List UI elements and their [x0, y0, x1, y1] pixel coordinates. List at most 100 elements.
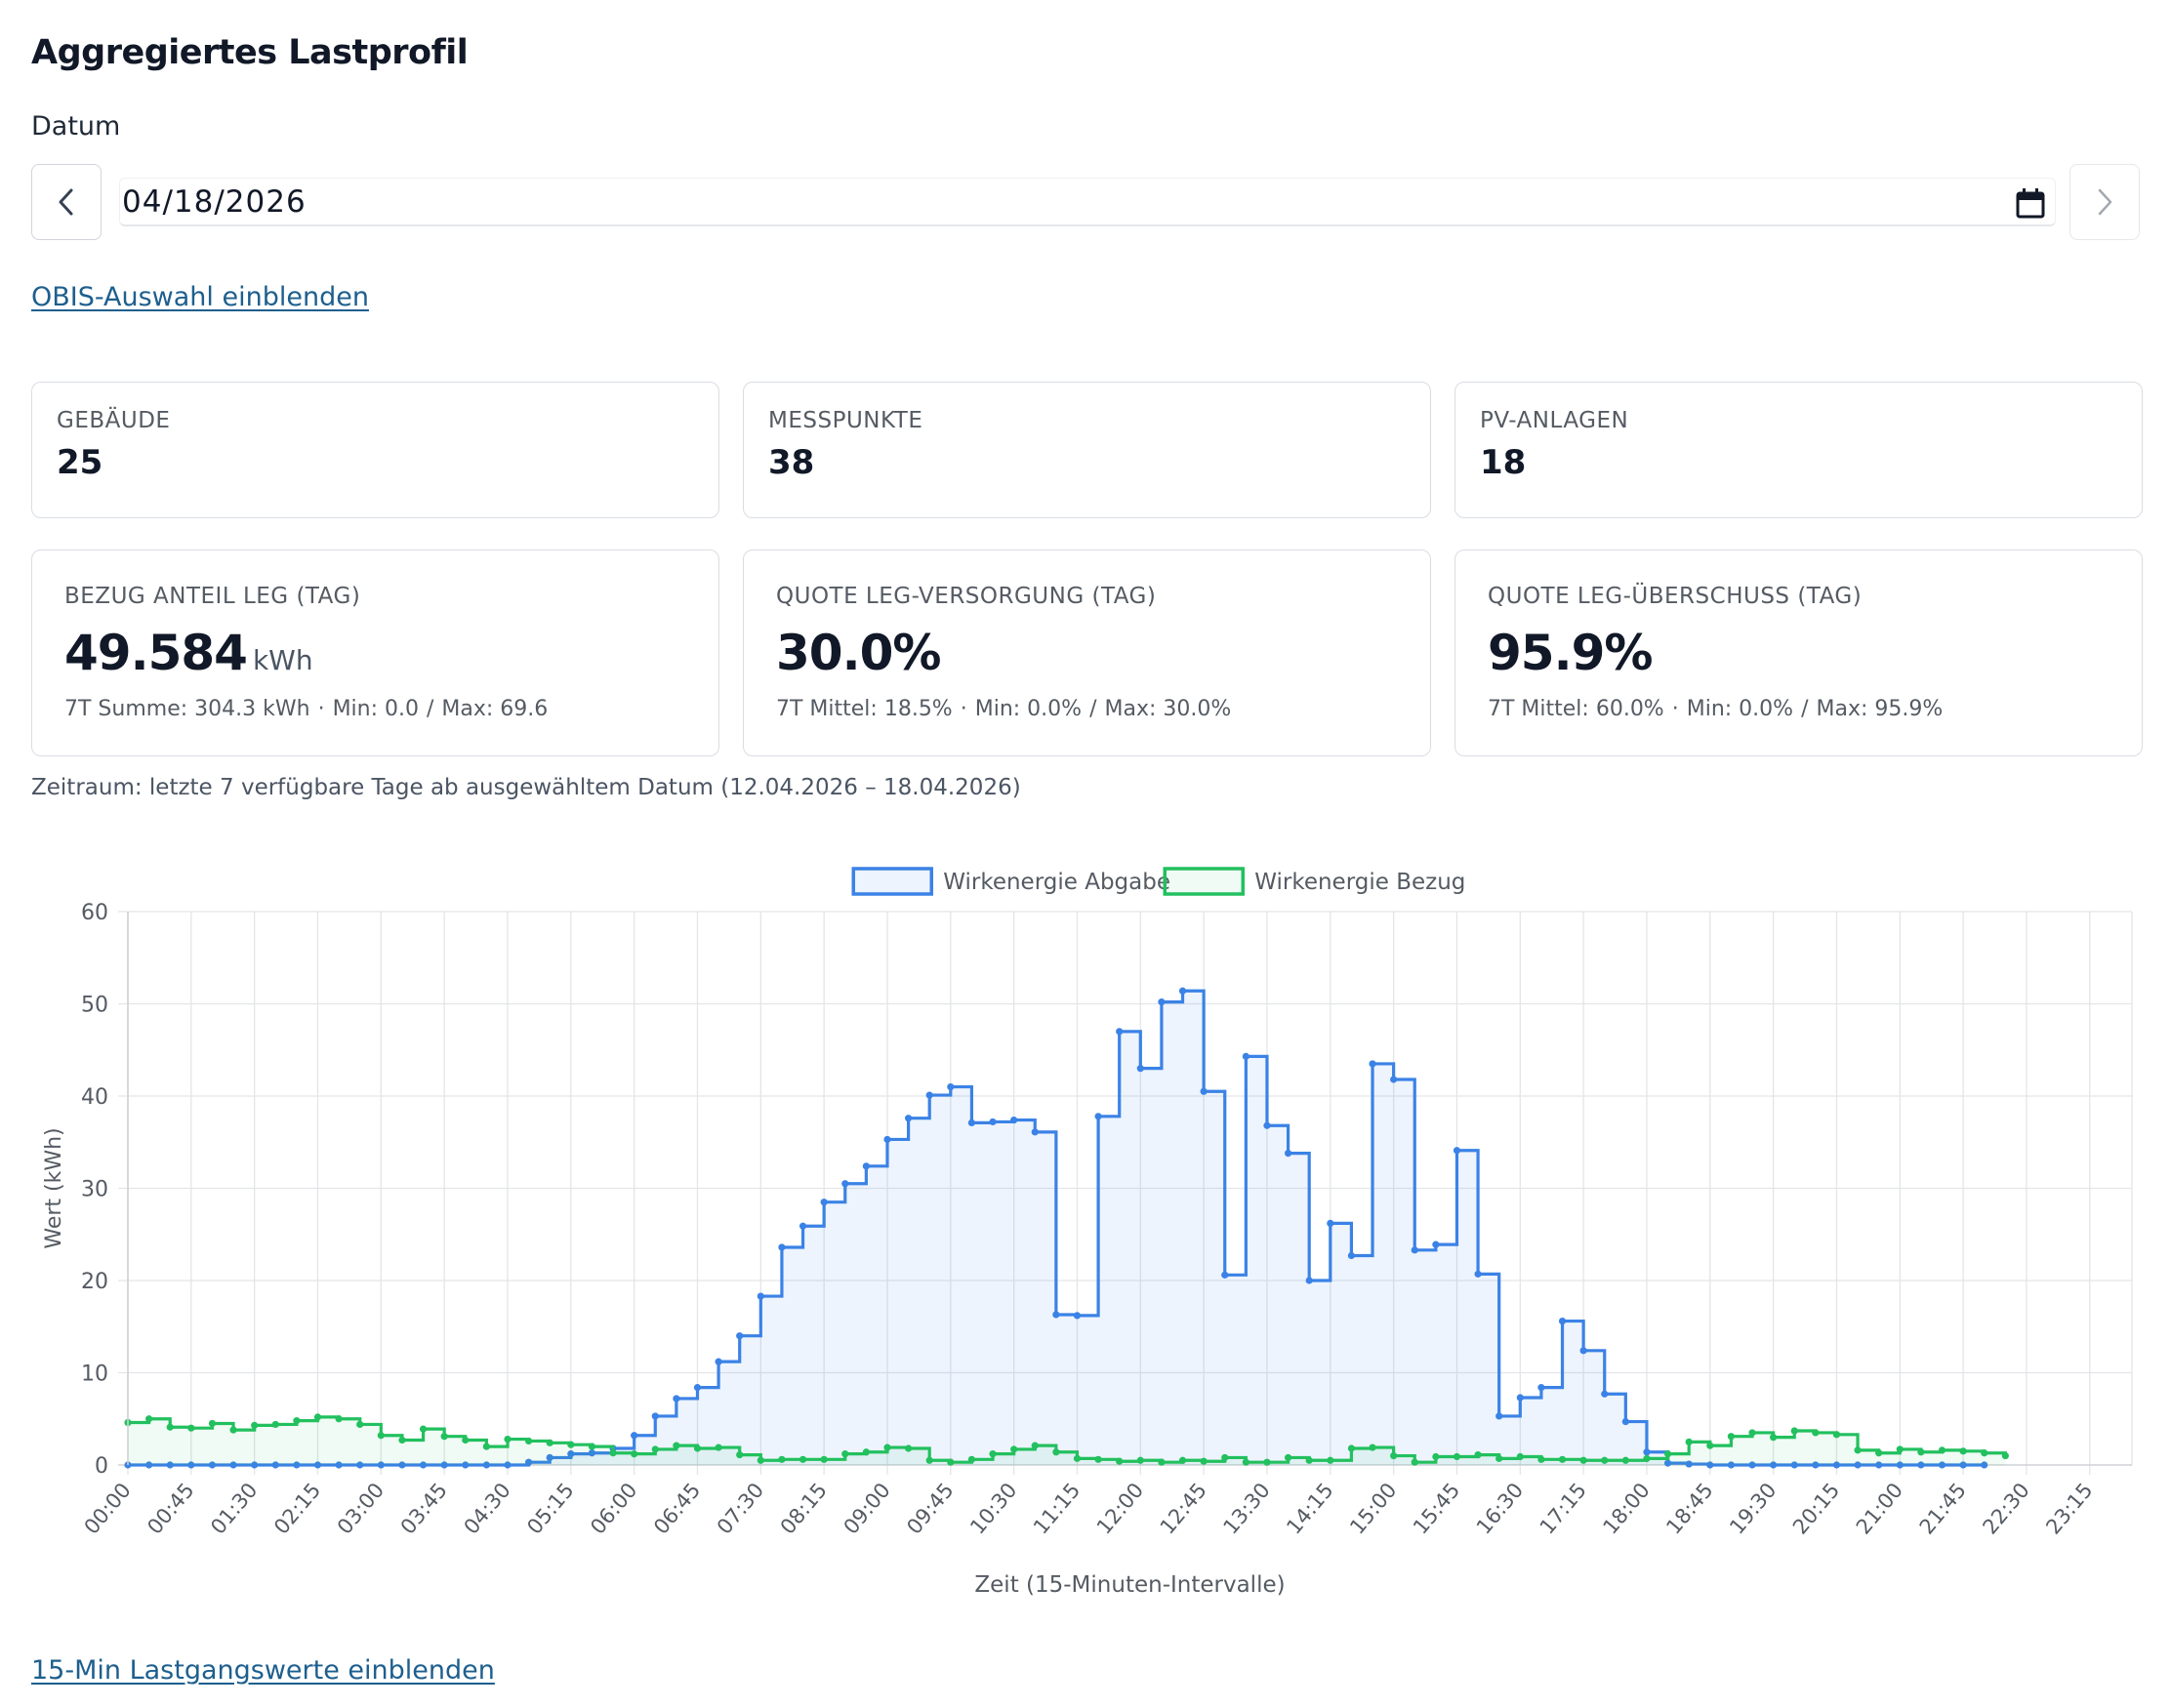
data-point [293, 1461, 301, 1469]
data-point [1917, 1448, 1925, 1456]
data-point [525, 1437, 533, 1445]
data-point [989, 1450, 997, 1458]
data-point [883, 1444, 891, 1451]
y-tick-label: 50 [81, 994, 108, 1018]
kpi-value: 30.0% [776, 625, 941, 681]
data-point [693, 1444, 702, 1452]
data-point [693, 1384, 702, 1392]
y-tick-label: 0 [95, 1454, 108, 1479]
data-point [1453, 1147, 1461, 1155]
data-point [1411, 1246, 1418, 1254]
data-point [335, 1415, 343, 1423]
stat-value: 38 [768, 443, 815, 482]
data-point [1136, 1065, 1144, 1073]
data-point [1116, 1028, 1124, 1036]
data-point [2001, 1451, 2009, 1460]
data-point [1959, 1461, 1967, 1469]
stat-label: MESSPUNKTE [768, 408, 923, 433]
data-point [208, 1419, 217, 1428]
legend[interactable]: Wirkenergie Abgabe Wirkenergie Bezug [851, 867, 1465, 896]
data-point [1263, 1458, 1271, 1466]
data-point [1495, 1454, 1503, 1462]
data-point [1770, 1434, 1778, 1442]
date-input[interactable]: 04/18/2026 [119, 178, 2056, 226]
data-point [1727, 1433, 1735, 1441]
data-point [1875, 1461, 1883, 1469]
x-tick-label: 16:30 [1472, 1479, 1528, 1539]
data-point [187, 1424, 195, 1432]
kpi-label: BEZUG ANTEIL LEG (TAG) [64, 584, 361, 609]
next-day-button[interactable] [2069, 164, 2140, 240]
calendar-icon[interactable] [2016, 187, 2045, 219]
data-point [1242, 1458, 1249, 1466]
data-point [1327, 1456, 1334, 1464]
data-point [1094, 1113, 1102, 1120]
x-tick-label: 12:45 [1156, 1479, 1211, 1539]
data-point [1200, 1457, 1208, 1465]
data-point [1200, 1087, 1208, 1095]
data-point [631, 1450, 638, 1458]
data-point [1579, 1347, 1587, 1355]
data-point [947, 1082, 955, 1091]
data-point [883, 1135, 891, 1144]
data-point [1601, 1390, 1609, 1398]
kpi-value: 95.9% [1488, 625, 1653, 681]
data-point [904, 1444, 913, 1452]
data-point [1474, 1451, 1482, 1459]
data-point [356, 1461, 364, 1469]
data-point [313, 1413, 322, 1421]
period-note: Zeitraum: letzte 7 verfügbare Tage ab au… [31, 775, 1021, 800]
kpi-sub-min: Min: 0.0% [1686, 697, 1794, 721]
data-point [525, 1458, 533, 1466]
data-point [377, 1432, 385, 1440]
chevron-left-icon [59, 188, 73, 216]
data-point [1158, 998, 1166, 1006]
data-point [715, 1358, 722, 1365]
data-point [398, 1436, 406, 1444]
data-point [1854, 1446, 1862, 1454]
data-point [356, 1420, 364, 1429]
data-point [820, 1455, 828, 1463]
data-point [1052, 1448, 1060, 1456]
data-point [1981, 1461, 1988, 1469]
data-point [925, 1091, 933, 1099]
chevron-right-icon [2098, 188, 2112, 216]
x-tick-label: 00:45 [143, 1479, 198, 1539]
x-tick-label: 02:15 [269, 1479, 325, 1539]
data-point [1706, 1442, 1714, 1449]
data-point [229, 1426, 237, 1434]
data-point [1558, 1455, 1567, 1463]
data-point [1685, 1460, 1693, 1468]
data-point [419, 1461, 428, 1469]
kpi-label: QUOTE LEG-ÜBERSCHUSS (TAG) [1488, 584, 1863, 609]
data-point [757, 1456, 764, 1464]
y-tick-label: 20 [81, 1270, 108, 1294]
data-point [1579, 1456, 1587, 1464]
data-point [398, 1461, 406, 1469]
x-tick-label: 03:00 [333, 1479, 389, 1539]
data-point [1432, 1240, 1440, 1248]
obis-toggle-link[interactable]: OBIS-Auswahl einblenden [31, 282, 369, 312]
data-point [1305, 1456, 1313, 1464]
data-point [925, 1456, 933, 1464]
data-point [1643, 1448, 1651, 1456]
kpi-subline: 7T Summe: 304.3 kWh · Min: 0.0/Max: 69.6 [64, 697, 549, 721]
data-point [1284, 1453, 1292, 1462]
data-point [1537, 1384, 1545, 1392]
data-point [1284, 1149, 1292, 1158]
page-title: Aggregiertes Lastprofil [31, 33, 469, 72]
data-point [1770, 1461, 1778, 1469]
stat-card-messpunkte: MESSPUNKTE 38 [743, 382, 1431, 518]
date-label: Datum [31, 111, 121, 142]
data-point [145, 1461, 153, 1469]
previous-day-button[interactable] [31, 164, 102, 240]
series-line [128, 989, 1985, 1467]
x-tick-label: 18:00 [1598, 1479, 1654, 1539]
data-point [208, 1461, 217, 1469]
stat-value: 25 [57, 443, 103, 482]
lastgang-toggle-link[interactable]: 15-Min Lastgangswerte einblenden [31, 1655, 495, 1686]
data-point [335, 1461, 343, 1469]
data-point [1327, 1219, 1334, 1228]
data-point [820, 1199, 828, 1206]
data-point [673, 1395, 680, 1403]
